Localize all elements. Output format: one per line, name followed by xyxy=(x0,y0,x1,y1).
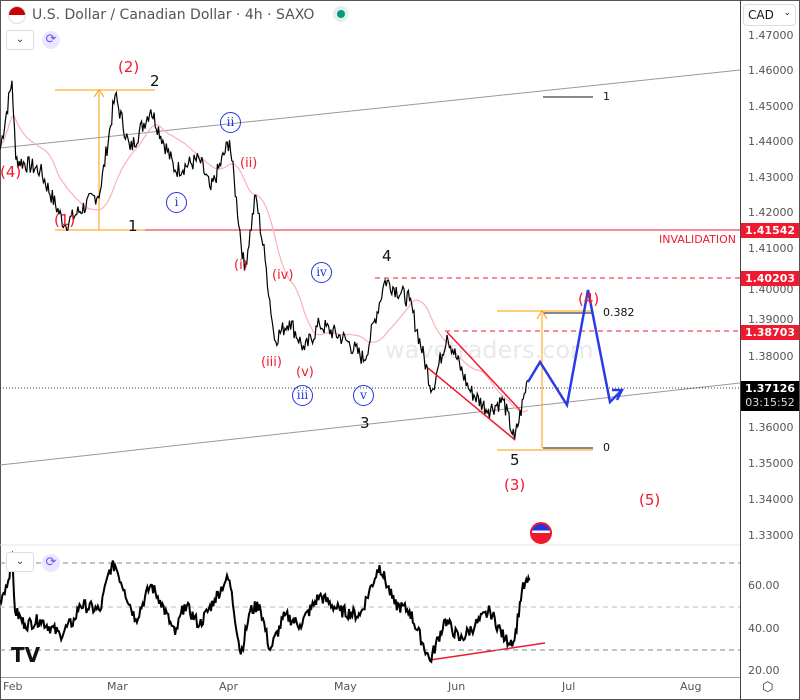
projection-path[interactable] xyxy=(526,289,625,409)
bar-countdown: 03:15:52 xyxy=(745,396,795,409)
price-tick: 1.42000 xyxy=(748,206,794,219)
wedge-lines[interactable] xyxy=(427,331,521,441)
watermark: wavetraders.com xyxy=(385,336,594,364)
time-tick: Mar xyxy=(107,680,128,693)
price-tick: 1.39000 xyxy=(748,313,794,326)
wave-label-circled: i xyxy=(166,192,187,213)
invalidation-price-tag: 1.41542 xyxy=(741,223,799,238)
wave-label: (4) xyxy=(0,163,22,181)
rsi-tick: 60.00 xyxy=(748,579,780,592)
wave-label-circled: ii xyxy=(220,112,241,133)
rsi-sync-icon[interactable]: ⟳ xyxy=(42,554,60,572)
price-tick: 1.43000 xyxy=(748,171,794,184)
measure-tool[interactable] xyxy=(55,89,155,231)
currency-label: CAD xyxy=(748,8,774,22)
wave-label: (3) xyxy=(504,476,526,494)
wave-label: (1) xyxy=(54,211,76,229)
time-tick: Jun xyxy=(448,680,466,693)
wave4-price-tag: 1.40203 xyxy=(741,271,799,286)
price-tick: 1.36000 xyxy=(748,421,794,434)
price-tick: 1.40000 xyxy=(748,283,794,296)
price-axis[interactable] xyxy=(740,0,741,700)
wave-label: (2) xyxy=(118,58,140,76)
fib-label: 0 xyxy=(603,441,610,454)
rsi-tick: 20.00 xyxy=(748,664,780,677)
price-tick: 1.38000 xyxy=(748,350,794,363)
fib-price-tag: 1.38703 xyxy=(741,325,799,340)
time-tick: Feb xyxy=(3,680,23,693)
wave-label: 3 xyxy=(360,414,370,432)
fib-label: 0.382 xyxy=(603,306,635,319)
time-tick: Jul xyxy=(562,680,576,693)
rsi-tick: 40.00 xyxy=(748,622,780,635)
wave-label: 2 xyxy=(150,72,160,90)
price-tick: 1.41000 xyxy=(748,242,794,255)
time-tick: May xyxy=(334,680,357,693)
price-chart[interactable]: wavetraders.com xyxy=(0,0,740,678)
price-tick: 1.47000 xyxy=(748,29,794,42)
price-tick: 1.34000 xyxy=(748,493,794,506)
fib-tool[interactable] xyxy=(497,96,593,451)
channel-upper-line[interactable] xyxy=(0,69,740,149)
wave-label: (iii) xyxy=(261,355,282,370)
fib-label: 1 xyxy=(603,90,610,103)
wave-label: (v) xyxy=(296,365,314,380)
wave-label: 1 xyxy=(128,217,138,235)
current-price-tag: 1.37126 03:15:52 xyxy=(741,381,799,411)
price-tick: 1.44000 xyxy=(748,135,794,148)
price-tick: 1.33000 xyxy=(748,529,794,542)
rsi-line xyxy=(0,550,531,664)
time-tick: Aug xyxy=(680,680,702,693)
moving-average-line xyxy=(0,115,528,413)
currency-select[interactable]: CAD ⌄ xyxy=(743,4,796,26)
price-line xyxy=(0,80,529,441)
sync-icon[interactable]: ⟳ xyxy=(42,31,60,49)
wave-label: (4) xyxy=(578,290,600,308)
settings-icon[interactable]: ⬡ xyxy=(762,680,774,695)
wave-label-circled: iii xyxy=(292,385,313,406)
market-status-icon[interactable] xyxy=(333,6,349,22)
time-tick: Apr xyxy=(219,680,239,693)
svg-text:wavetraders.com: wavetraders.com xyxy=(385,336,594,364)
event-flag-icon[interactable] xyxy=(530,522,552,544)
collapse-button[interactable]: ⌄ xyxy=(6,30,34,50)
price-tick: 1.46000 xyxy=(748,64,794,77)
wave-label: (5) xyxy=(639,491,661,509)
usd-cad-flag-icon xyxy=(8,6,26,24)
price-tick: 1.35000 xyxy=(748,457,794,470)
symbol-title[interactable]: U.S. Dollar / Canadian Dollar · 4h · SAX… xyxy=(32,7,315,23)
rsi-collapse-button[interactable]: ⌄ xyxy=(6,552,34,572)
rsi-levels xyxy=(0,562,740,651)
tradingview-logo-icon: TV xyxy=(11,643,41,667)
wave-label: 5 xyxy=(510,451,520,469)
wave-label: (iv) xyxy=(272,268,294,283)
wave-label-circled: v xyxy=(353,385,374,406)
wave-label: 4 xyxy=(382,247,392,265)
rsi-divergence-line[interactable] xyxy=(429,642,546,661)
wave-label: (ii) xyxy=(240,156,258,171)
wave-label: (i) xyxy=(234,258,248,273)
price-tick: 1.45000 xyxy=(748,100,794,113)
current-price: 1.37126 xyxy=(744,382,796,395)
invalidation-label: INVALIDATION xyxy=(659,233,736,246)
wave-label-circled: iv xyxy=(311,262,332,283)
